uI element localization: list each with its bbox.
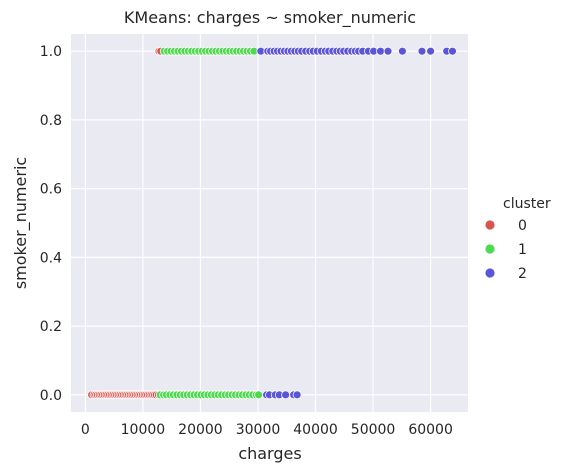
y-tick-label: 0.4 <box>40 250 62 266</box>
data-point <box>398 46 407 56</box>
x-tick-label: 60000 <box>408 422 453 438</box>
x-tick-label: 40000 <box>293 422 338 438</box>
x-tick-labels: 0 10000 20000 30000 40000 50000 60000 <box>81 422 453 438</box>
legend: cluster 0 1 2 <box>484 196 551 282</box>
y-tick-label: 0.8 <box>40 113 62 129</box>
data-point <box>281 390 291 400</box>
data-point <box>254 390 263 400</box>
data-point <box>383 46 393 56</box>
legend-label: 0 <box>518 218 527 234</box>
data-point <box>417 46 427 56</box>
x-tick-label: 10000 <box>121 422 166 438</box>
data-point <box>376 46 385 56</box>
legend-title: cluster <box>503 196 551 212</box>
data-point <box>292 390 302 400</box>
x-tick-label: 30000 <box>236 422 281 438</box>
plot-background <box>71 34 468 412</box>
y-tick-labels: 0.0 0.2 0.4 0.6 0.8 1.0 <box>40 44 62 404</box>
chart-title: KMeans: charges ~ smoker_numeric <box>124 8 416 28</box>
x-axis-label: charges <box>238 444 301 463</box>
y-tick-label: 0.6 <box>40 182 62 198</box>
series-cluster-2 <box>256 46 457 400</box>
legend-label: 1 <box>518 242 527 258</box>
x-tick-label: 0 <box>81 422 90 438</box>
y-tick-label: 1.0 <box>40 44 62 60</box>
legend-marker <box>484 219 496 231</box>
data-points <box>87 46 457 400</box>
y-tick-label: 0.0 <box>40 388 62 404</box>
legend-marker <box>484 267 496 279</box>
x-tick-label: 50000 <box>351 422 396 438</box>
series-cluster-1 <box>155 46 263 400</box>
data-point <box>448 46 457 56</box>
data-point <box>426 46 436 56</box>
legend-label: 2 <box>518 266 527 282</box>
y-axis-label: smoker_numeric <box>11 157 31 289</box>
y-tick-label: 0.2 <box>40 319 62 335</box>
x-tick-label: 20000 <box>178 422 223 438</box>
legend-marker <box>484 243 496 255</box>
